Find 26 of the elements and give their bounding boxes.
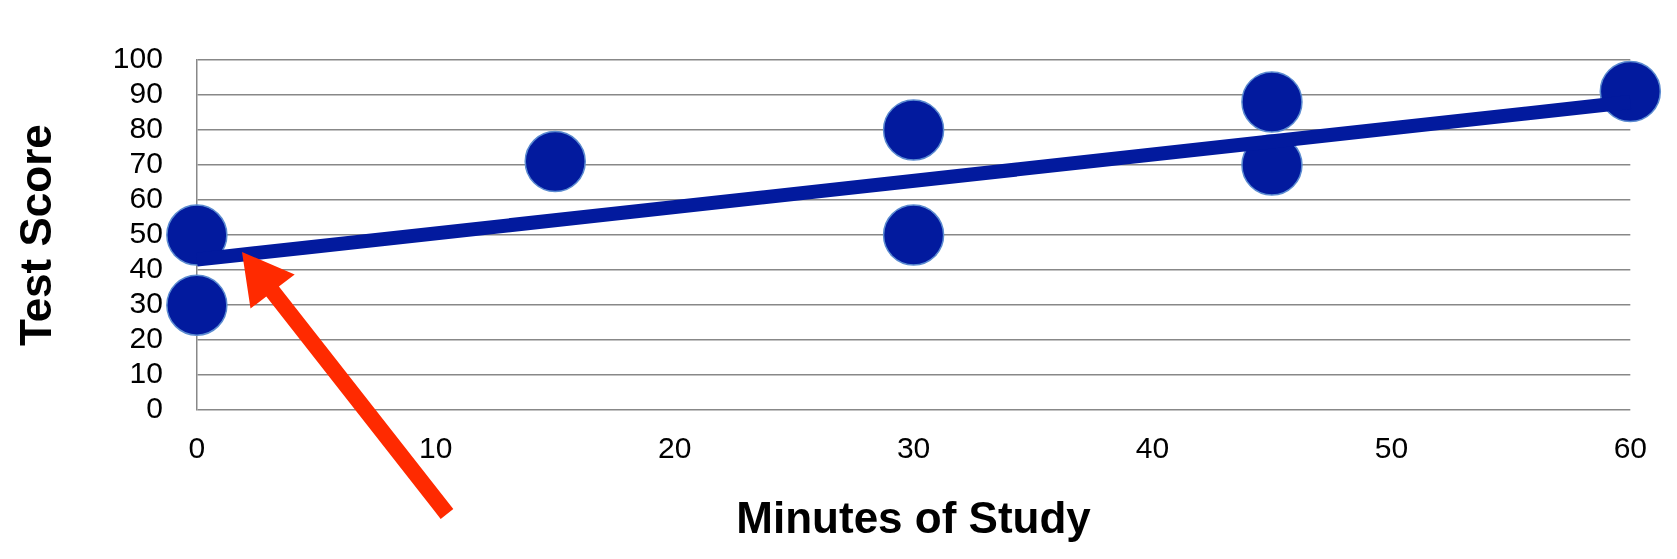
y-tick-label: 100 <box>112 41 163 75</box>
x-tick-label: 10 <box>419 431 453 465</box>
x-tick-label: 20 <box>657 431 692 465</box>
x-tick-label: 40 <box>1135 431 1170 465</box>
x-axis-title: Minutes of Study <box>736 492 1092 542</box>
y-tick-label: 20 <box>129 321 163 355</box>
x-tick-label: 50 <box>1374 431 1409 465</box>
y-tick-label: 40 <box>129 251 163 285</box>
point <box>882 99 945 161</box>
y-tick-label: 90 <box>129 76 163 110</box>
x-tick-label: 30 <box>896 431 931 465</box>
y-tick-label: 30 <box>129 286 163 320</box>
y-tick-label: 0 <box>146 391 163 425</box>
y-tick-label: 10 <box>129 356 163 390</box>
point <box>1241 71 1303 133</box>
y-tick-label: 60 <box>129 181 163 215</box>
y-axis-title: Test Score <box>10 124 60 346</box>
y-tick-label: 70 <box>129 146 163 180</box>
point <box>166 204 228 266</box>
y-tick-label: 50 <box>129 216 163 250</box>
point <box>524 130 586 193</box>
x-tick-label: 0 <box>188 431 206 465</box>
point <box>882 204 945 266</box>
x-tick-label: 60 <box>1613 431 1647 465</box>
point <box>166 274 228 336</box>
y-tick-label: 80 <box>129 111 163 145</box>
